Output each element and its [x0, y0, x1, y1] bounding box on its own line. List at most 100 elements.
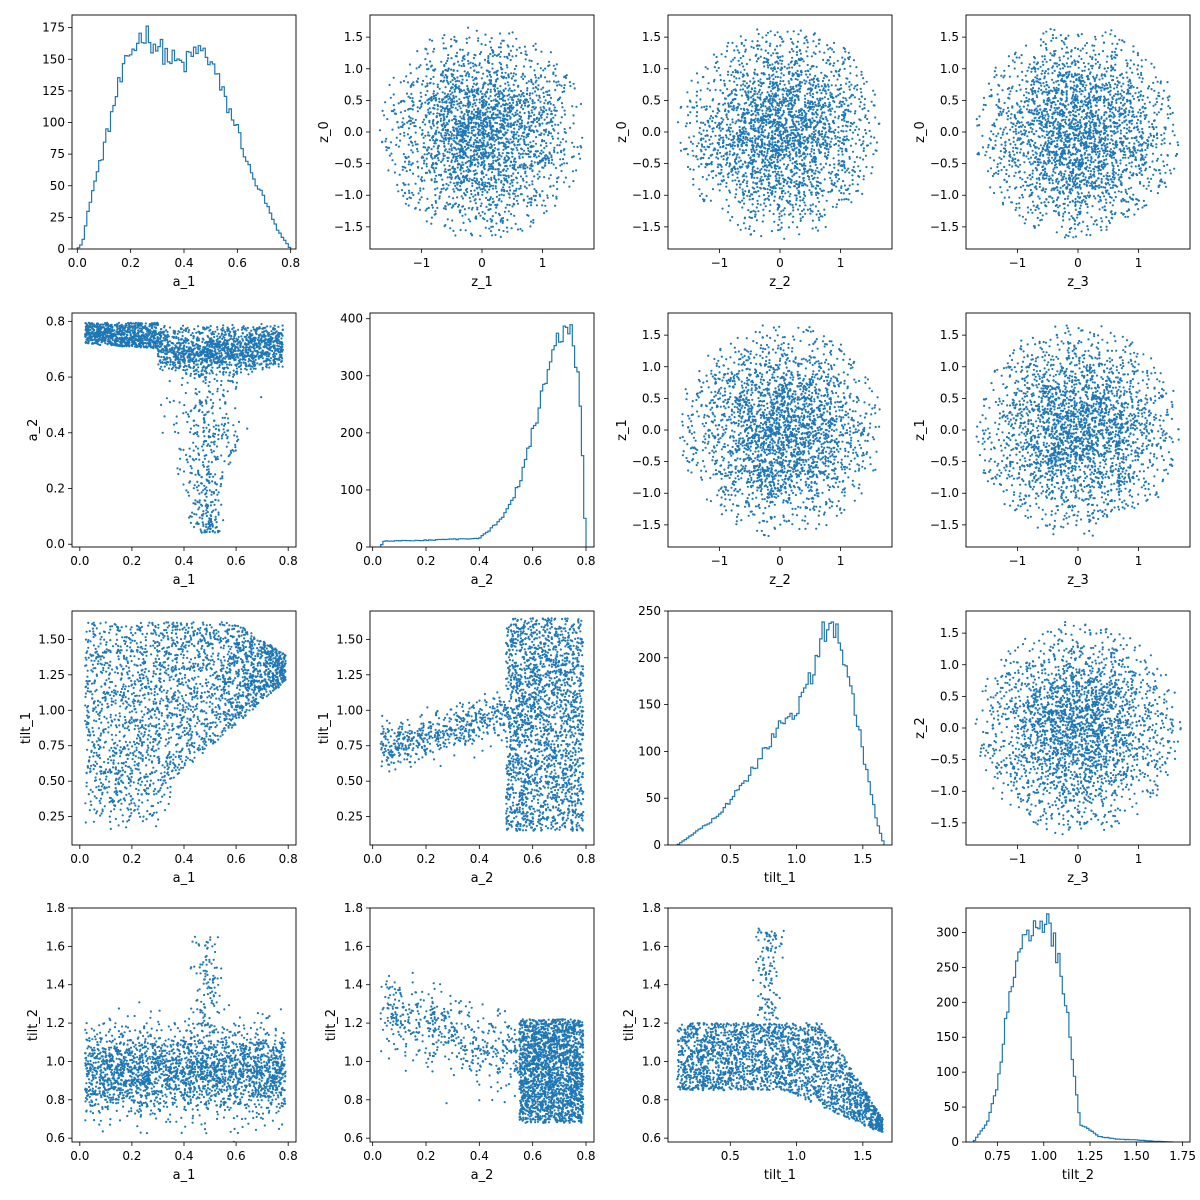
scatter-point — [527, 135, 530, 138]
scatter-point — [469, 189, 473, 192]
scatter-point — [558, 83, 561, 86]
scatter-point — [399, 125, 403, 128]
scatter-point — [535, 156, 538, 159]
scatter-point — [766, 91, 769, 94]
scatter-point — [498, 194, 501, 197]
scatter-point — [435, 174, 438, 177]
scatter-point — [409, 84, 413, 87]
scatter-point — [819, 163, 822, 166]
scatter-point — [478, 186, 481, 189]
scatter-point — [452, 182, 456, 185]
scatter-point — [557, 123, 560, 126]
scatter-point — [733, 165, 736, 168]
scatter-point — [522, 65, 526, 68]
scatter-point — [537, 99, 540, 102]
scatter-point — [738, 125, 741, 129]
scatter-point — [808, 161, 812, 164]
scatter-point — [765, 95, 768, 98]
scatter-point — [512, 72, 515, 75]
scatter-point — [463, 96, 466, 99]
scatter-point — [500, 141, 503, 144]
scatter-point — [738, 156, 741, 159]
scatter-point — [529, 201, 532, 204]
scatter-point — [458, 91, 461, 94]
scatter-point — [526, 147, 530, 150]
scatter-point — [540, 88, 543, 91]
scatter-point — [751, 170, 754, 173]
scatter-point — [803, 152, 806, 156]
scatter-point — [528, 94, 531, 97]
scatter-point — [727, 137, 730, 140]
scatter-point — [700, 192, 703, 195]
scatter-point — [768, 209, 771, 213]
scatter-point — [498, 123, 501, 126]
scatter-point — [456, 152, 459, 155]
scatter-point — [486, 141, 489, 144]
scatter-point — [385, 149, 388, 152]
scatter-point — [812, 119, 815, 122]
scatter-point — [781, 93, 784, 96]
scatter-point — [743, 44, 746, 47]
scatter-point — [531, 129, 534, 132]
scatter-point — [407, 183, 410, 186]
scatter-point — [548, 80, 551, 83]
scatter-point — [770, 67, 773, 70]
scatter-point — [502, 103, 505, 106]
scatter-point — [845, 130, 848, 133]
scatter-point — [479, 116, 482, 119]
scatter-point — [442, 127, 445, 130]
scatter-point — [775, 183, 778, 186]
scatter-point — [498, 97, 501, 100]
scatter-point — [462, 163, 465, 166]
scatter-point — [404, 202, 407, 205]
scatter-point — [506, 81, 509, 84]
scatter-point — [474, 146, 477, 149]
scatter-point — [457, 125, 460, 128]
scatter-point — [837, 131, 840, 134]
scatter-point — [737, 180, 740, 183]
scatter-point — [800, 81, 804, 84]
scatter-point — [826, 44, 829, 47]
scatter-point — [442, 140, 446, 143]
scatter-point — [495, 130, 498, 133]
scatter-point — [454, 184, 457, 187]
scatter-point — [700, 137, 703, 140]
scatter-point — [450, 86, 453, 89]
scatter-point — [806, 92, 809, 95]
scatter-point — [458, 102, 461, 105]
scatter-point — [730, 101, 733, 104]
scatter-point — [676, 121, 680, 124]
scatter-point — [505, 164, 508, 168]
scatter-point — [491, 138, 494, 141]
scatter-point — [771, 81, 775, 84]
scatter-point — [728, 130, 732, 133]
scatter-point — [468, 73, 471, 76]
scatter-point — [450, 134, 453, 137]
scatter-point — [751, 105, 754, 108]
scatter-point — [527, 121, 530, 124]
scatter-point — [568, 81, 572, 84]
scatter-point — [790, 145, 793, 148]
scatter-point — [426, 52, 429, 55]
scatter-point — [457, 175, 460, 178]
scatter-point — [836, 59, 839, 62]
scatter-point — [830, 179, 833, 182]
scatter-point — [793, 172, 796, 175]
scatter-point — [556, 99, 560, 102]
scatter-point — [774, 106, 777, 109]
scatter-point — [412, 172, 415, 175]
scatter-point — [474, 110, 477, 114]
scatter-point — [755, 146, 758, 149]
scatter-point — [761, 109, 764, 112]
scatter-point — [486, 134, 490, 137]
scatter-point — [527, 153, 530, 156]
scatter-point — [428, 38, 431, 41]
scatter-point — [548, 94, 551, 97]
scatter-point — [490, 106, 493, 109]
scatter-point — [821, 112, 824, 115]
scatter-point — [698, 131, 701, 134]
scatter-point — [481, 184, 484, 187]
scatter-point — [762, 154, 765, 157]
scatter-point — [485, 205, 488, 208]
scatter-point — [484, 145, 487, 148]
